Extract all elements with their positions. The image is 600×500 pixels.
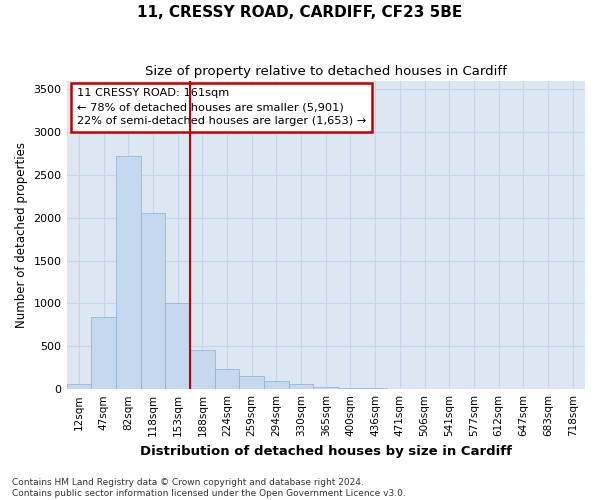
Bar	[116, 156, 140, 389]
Bar	[215, 370, 239, 389]
Text: 11, CRESSY ROAD, CARDIFF, CF23 5BE: 11, CRESSY ROAD, CARDIFF, CF23 5BE	[137, 5, 463, 20]
Bar	[91, 317, 116, 389]
Bar	[190, 350, 215, 389]
Bar	[140, 212, 165, 389]
Bar	[239, 376, 264, 389]
Text: Contains HM Land Registry data © Crown copyright and database right 2024.
Contai: Contains HM Land Registry data © Crown c…	[12, 478, 406, 498]
Bar	[264, 382, 289, 389]
Bar	[338, 388, 363, 389]
Bar	[67, 384, 91, 389]
Bar	[363, 388, 388, 389]
Title: Size of property relative to detached houses in Cardiff: Size of property relative to detached ho…	[145, 65, 507, 78]
Text: 11 CRESSY ROAD: 161sqm
← 78% of detached houses are smaller (5,901)
22% of semi-: 11 CRESSY ROAD: 161sqm ← 78% of detached…	[77, 88, 366, 126]
Y-axis label: Number of detached properties: Number of detached properties	[15, 142, 28, 328]
Bar	[165, 302, 190, 389]
Bar	[313, 386, 338, 389]
X-axis label: Distribution of detached houses by size in Cardiff: Distribution of detached houses by size …	[140, 444, 512, 458]
Bar	[289, 384, 313, 389]
